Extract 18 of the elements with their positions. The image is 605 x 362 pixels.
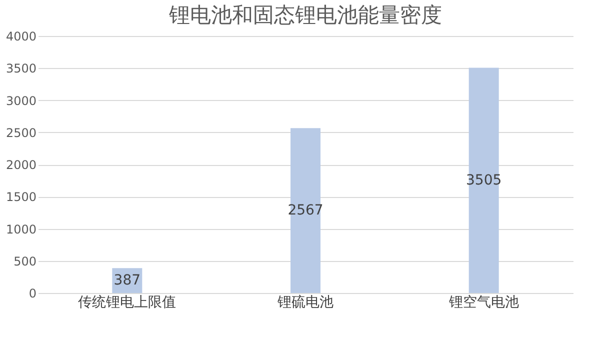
y-tick-label: 1500 (6, 190, 36, 204)
chart-title: 锂电池和固态锂电池能量密度 (168, 3, 442, 27)
y-tick-label: 3500 (6, 62, 36, 76)
x-tick-label: 传统锂电上限值 (78, 294, 176, 310)
data-label: 2567 (288, 202, 324, 219)
y-tick-label: 2000 (6, 158, 36, 172)
y-tick-label: 4000 (6, 30, 36, 44)
data-label: 3505 (466, 172, 502, 188)
bar (468, 68, 499, 293)
y-tick-label: 2500 (6, 126, 36, 140)
x-tick-label: 锂硫电池 (276, 294, 334, 310)
x-tick-label: 锂空气电池 (448, 294, 519, 310)
bar (290, 128, 320, 293)
y-tick-label: 0 (28, 286, 36, 300)
y-tick-label: 1000 (6, 222, 36, 236)
y-tick-label: 500 (14, 254, 36, 268)
data-label: 387 (114, 272, 141, 289)
y-tick-label: 3000 (6, 94, 36, 108)
